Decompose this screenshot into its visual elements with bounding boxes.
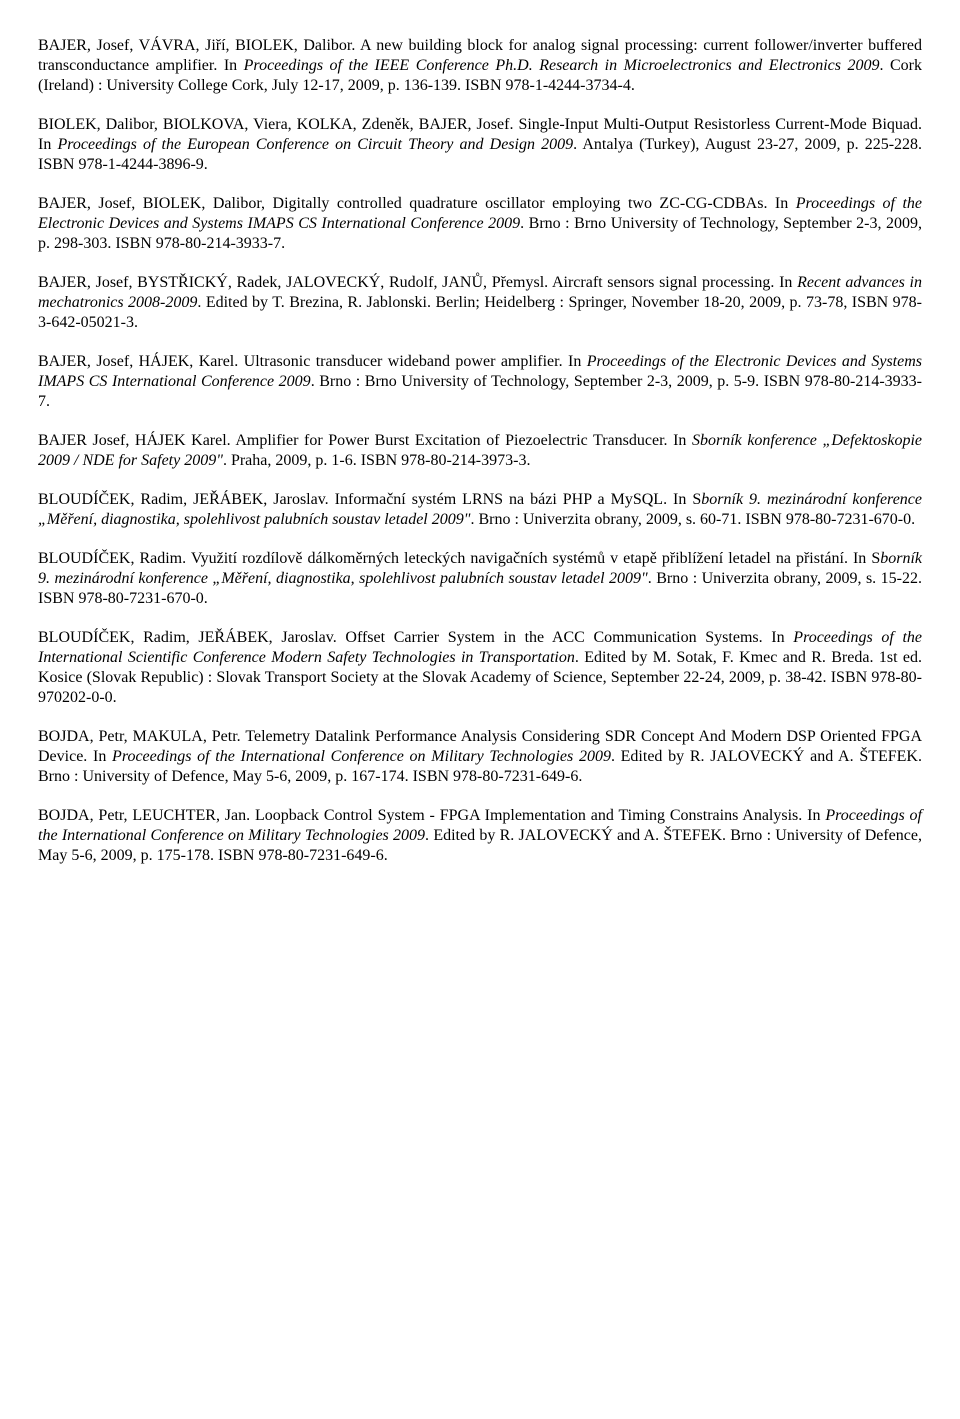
- bibliography-entry: BOJDA, Petr, MAKULA, Petr. Telemetry Dat…: [38, 727, 922, 787]
- bibliography-entry: BAJER Josef, HÁJEK Karel. Amplifier for …: [38, 431, 922, 471]
- bibliography-entry: BAJER, Josef, VÁVRA, Jiří, BIOLEK, Dalib…: [38, 36, 922, 96]
- entry-text: . Brno : Univerzita obrany, 2009, s. 60-…: [470, 511, 915, 528]
- entry-text: BAJER, Josef, HÁJEK, Karel. Ultrasonic t…: [38, 353, 587, 370]
- entry-text: BLOUDÍČEK, Radim, JEŘÁBEK, Jaroslav. Off…: [38, 629, 793, 646]
- bibliography-entry: BLOUDÍČEK, Radim, JEŘÁBEK, Jaroslav. Off…: [38, 628, 922, 708]
- entry-text: . Praha, 2009, p. 1-6. ISBN 978-80-214-3…: [223, 452, 531, 469]
- bibliography-entry: BAJER, Josef, BYSTŘICKÝ, Radek, JALOVECK…: [38, 273, 922, 333]
- publication-title: Proceedings of the International Confere…: [112, 748, 611, 765]
- entry-text: BAJER, Josef, BYSTŘICKÝ, Radek, JALOVECK…: [38, 274, 797, 291]
- bibliography-entry: BLOUDÍČEK, Radim, JEŘÁBEK, Jaroslav. Inf…: [38, 490, 922, 530]
- entry-text: BLOUDÍČEK, Radim, JEŘÁBEK, Jaroslav. Inf…: [38, 491, 701, 508]
- bibliography-entry: BAJER, Josef, BIOLEK, Dalibor, Digitally…: [38, 194, 922, 254]
- bibliography-list: BAJER, Josef, VÁVRA, Jiří, BIOLEK, Dalib…: [38, 36, 922, 866]
- bibliography-entry: BOJDA, Petr, LEUCHTER, Jan. Loopback Con…: [38, 806, 922, 866]
- bibliography-entry: BAJER, Josef, HÁJEK, Karel. Ultrasonic t…: [38, 352, 922, 412]
- entry-text: BAJER, Josef, BIOLEK, Dalibor, Digitally…: [38, 195, 796, 212]
- publication-title: Proceedings of the IEEE Conference Ph.D.…: [244, 57, 880, 74]
- bibliography-entry: BIOLEK, Dalibor, BIOLKOVA, Viera, KOLKA,…: [38, 115, 922, 175]
- bibliography-entry: BLOUDÍČEK, Radim. Využití rozdílově dálk…: [38, 549, 922, 609]
- entry-text: BAJER Josef, HÁJEK Karel. Amplifier for …: [38, 432, 692, 449]
- publication-title: Proceedings of the European Conference o…: [57, 136, 573, 153]
- entry-text: BLOUDÍČEK, Radim. Využití rozdílově dálk…: [38, 550, 880, 567]
- entry-text: BOJDA, Petr, LEUCHTER, Jan. Loopback Con…: [38, 807, 825, 824]
